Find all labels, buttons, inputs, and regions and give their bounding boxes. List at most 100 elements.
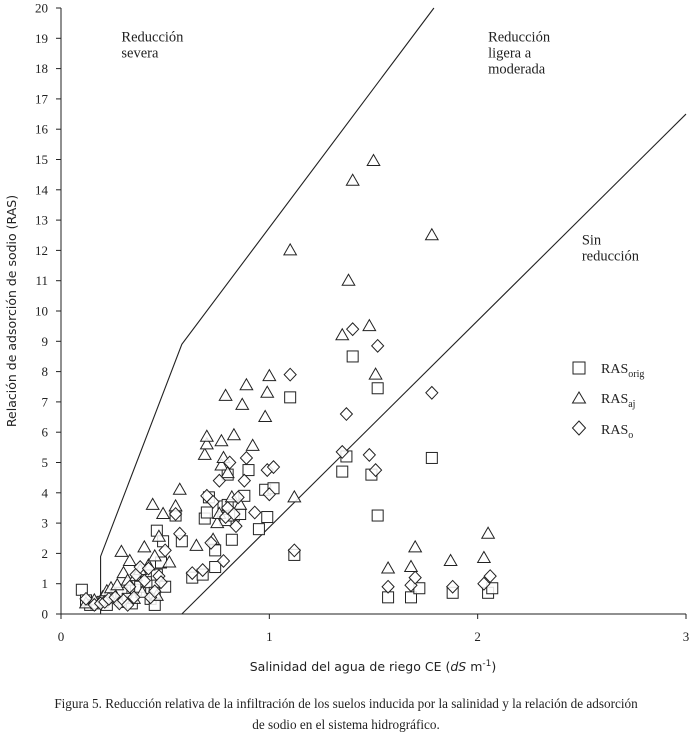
point-triangle [155, 506, 171, 520]
point-triangle [210, 515, 225, 529]
point-diamond [227, 506, 241, 522]
point-diamond [148, 584, 162, 599]
point-triangle [239, 377, 254, 391]
y-tick-label: 14 [35, 182, 49, 197]
point-triangle [262, 368, 277, 382]
point-diamond [408, 570, 422, 585]
point-square [371, 509, 384, 522]
y-tick-label: 10 [35, 304, 48, 319]
point-square [336, 465, 349, 478]
point-triangle [145, 497, 160, 510]
point-triangle [408, 539, 423, 553]
point-diamond [195, 563, 210, 578]
point-triangle [424, 227, 439, 241]
point-triangle [335, 327, 350, 341]
y-tick-label: 20 [35, 1, 48, 16]
region-label-line: Reducción [121, 29, 184, 45]
point-diamond [79, 591, 93, 606]
point-diamond [206, 494, 220, 509]
legend-item-orig: RASorig [572, 361, 644, 380]
y-tick-label: 6 [42, 425, 49, 440]
point-diamond [445, 579, 460, 594]
point-triangle [189, 538, 204, 551]
point-triangle [403, 559, 419, 573]
point-square [346, 350, 359, 363]
point-diamond [137, 573, 152, 588]
legend-sub-o: o [628, 430, 633, 441]
point-triangle [162, 554, 177, 568]
point-diamond [345, 322, 360, 337]
point-diamond [287, 543, 302, 558]
point-diamond [127, 590, 141, 605]
region-label-severa: Reducción severa [121, 29, 184, 61]
x-ticks: 0 1 2 3 [58, 614, 689, 644]
point-square [242, 464, 255, 477]
point-square [486, 582, 499, 595]
point-diamond [185, 566, 199, 581]
point-diamond [335, 444, 349, 459]
point-triangle [226, 427, 242, 441]
legend-label-aj: RAS [601, 392, 628, 407]
svg-text:RASo: RASo [601, 423, 633, 441]
point-triangle [114, 544, 129, 557]
point-diamond [368, 463, 383, 478]
point-diamond [477, 576, 491, 591]
y-tick-label: 13 [35, 213, 48, 228]
legend-item-o: RASo [571, 420, 633, 441]
x-tick-label: 2 [474, 629, 481, 644]
region-label-line: severa [121, 45, 159, 61]
point-triangle [476, 550, 492, 563]
y-tick-label: 17 [35, 91, 49, 106]
point-diamond [204, 535, 218, 550]
point-triangle [258, 409, 273, 423]
y-tick-label: 0 [42, 607, 49, 622]
x-tick-label: 0 [58, 629, 65, 644]
point-diamond [223, 455, 237, 470]
point-diamond [212, 473, 227, 488]
y-tick-label: 1 [42, 576, 49, 591]
point-diamond [425, 385, 439, 400]
y-tick-label: 9 [42, 334, 49, 349]
point-diamond [173, 526, 187, 541]
point-triangle [197, 447, 212, 460]
series-aj [78, 153, 496, 609]
point-triangle [366, 153, 381, 167]
svg-text:RASorig: RASorig [601, 362, 644, 380]
y-tick-label: 5 [42, 455, 49, 470]
caption-line-2: de sodio en el sistema hidrográfico. [252, 717, 440, 732]
y-tick-label: 16 [35, 122, 49, 137]
point-square [252, 523, 265, 536]
point-triangle [245, 438, 260, 451]
boundary-limite-severa [100, 7, 435, 614]
point-diamond [154, 575, 168, 590]
point-square [425, 451, 438, 464]
point-diamond [216, 553, 231, 569]
point-diamond [248, 505, 262, 520]
point-square [209, 561, 222, 574]
legend-sub-orig: orig [628, 369, 644, 380]
y-tick-label: 2 [42, 546, 49, 561]
point-triangle [260, 385, 275, 398]
point-diamond [370, 338, 385, 353]
y-tick-label: 8 [42, 364, 49, 379]
point-diamond [483, 569, 497, 584]
point-triangle [214, 458, 229, 471]
zone-boundaries [100, 7, 687, 615]
x-axis-title-unit-rest: m [466, 659, 482, 674]
point-triangle [199, 429, 214, 442]
region-label-ligera: Reducción ligera a moderada [488, 29, 551, 77]
point-square [225, 533, 238, 546]
point-triangle [380, 561, 396, 574]
point-diamond [266, 460, 281, 475]
point-triangle [368, 367, 383, 380]
point-triangle [110, 577, 125, 591]
point-diamond [237, 473, 252, 488]
y-axis-title: Relación de adsorción de sodio (RAS) [4, 195, 19, 427]
legend-label-o: RAS [601, 423, 628, 438]
point-triangle [220, 465, 235, 479]
point-diamond [229, 519, 243, 534]
y-tick-label: 15 [35, 152, 48, 167]
x-axis-title-main: Salinidad del agua de riego CE ( [250, 659, 451, 674]
point-square [284, 391, 297, 404]
